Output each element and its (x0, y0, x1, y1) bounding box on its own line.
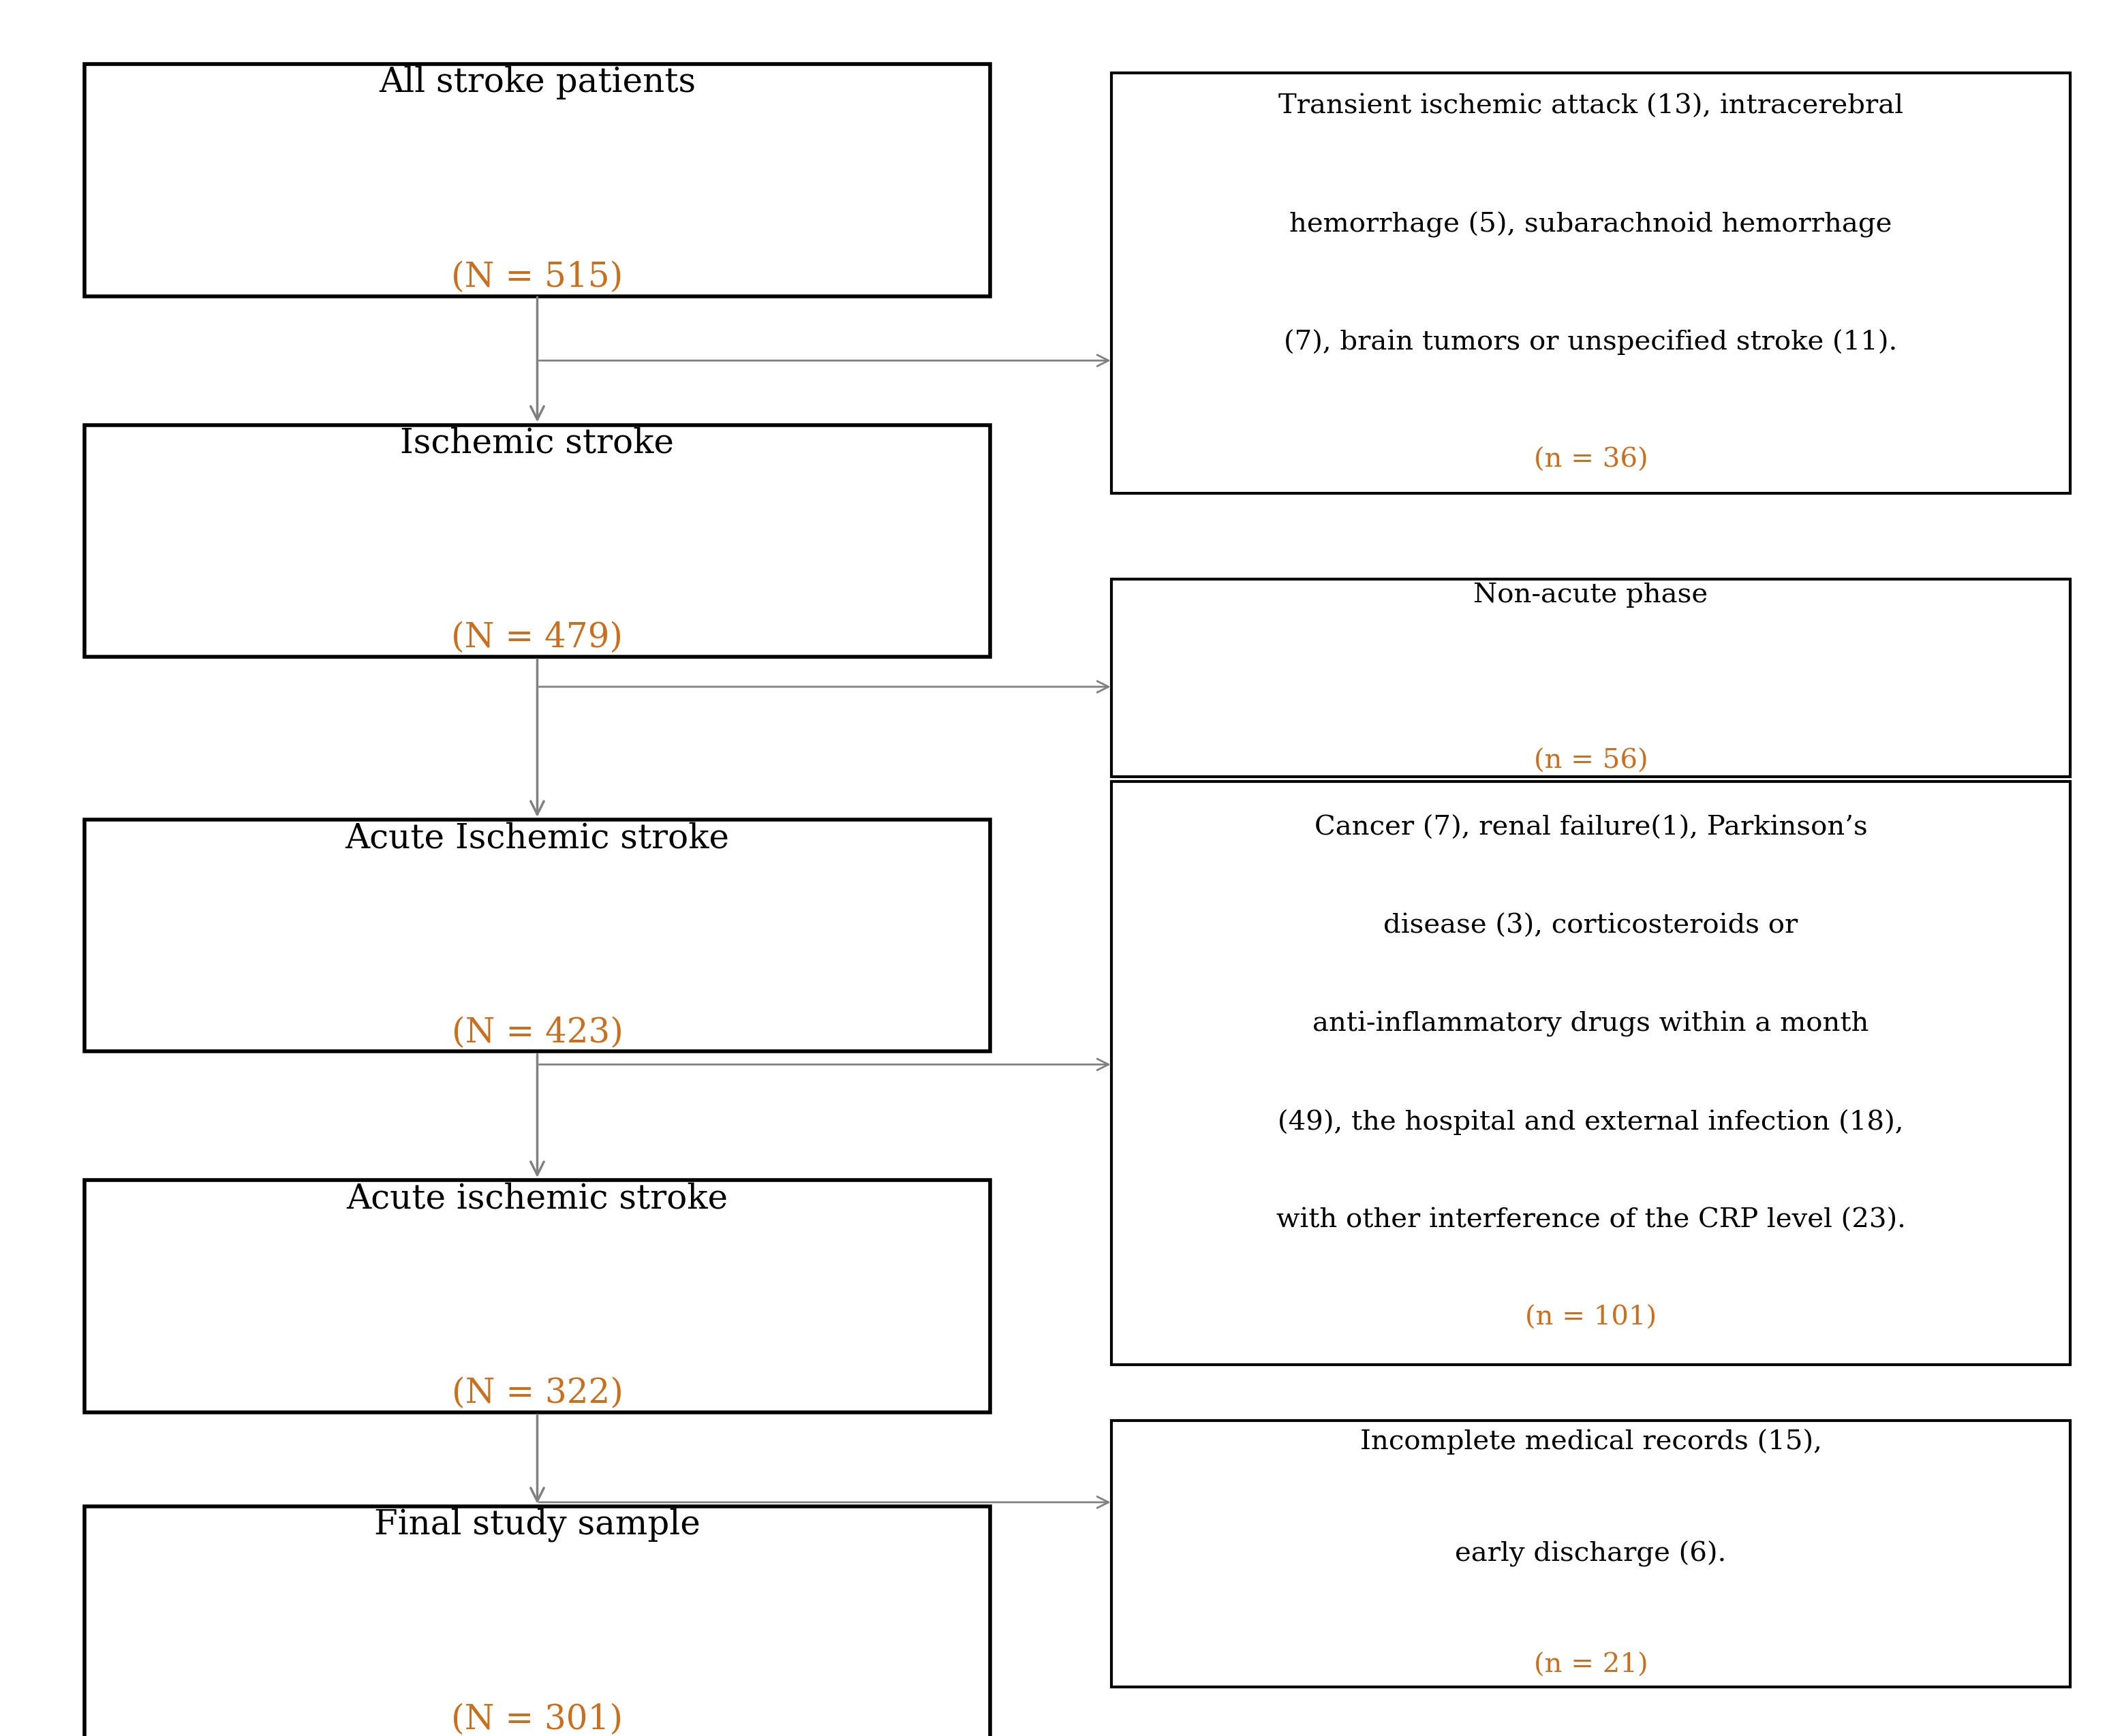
FancyBboxPatch shape (1112, 1420, 2069, 1687)
Text: hemorrhage (5), subarachnoid hemorrhage: hemorrhage (5), subarachnoid hemorrhage (1289, 212, 1892, 238)
Text: (N = 479): (N = 479) (451, 621, 624, 654)
Text: All stroke patients: All stroke patients (379, 66, 695, 99)
Text: Final study sample: Final study sample (375, 1509, 700, 1542)
Text: with other interference of the CRP level (23).: with other interference of the CRP level… (1277, 1208, 1905, 1233)
FancyBboxPatch shape (1112, 781, 2069, 1364)
Text: Acute ischemic stroke: Acute ischemic stroke (346, 1182, 729, 1215)
Text: (n = 56): (n = 56) (1534, 748, 1648, 774)
Text: Ischemic stroke: Ischemic stroke (400, 427, 674, 460)
FancyBboxPatch shape (84, 64, 990, 297)
Text: (N = 423): (N = 423) (451, 1016, 624, 1050)
Text: Transient ischemic attack (13), intracerebral: Transient ischemic attack (13), intracer… (1279, 94, 1903, 120)
FancyBboxPatch shape (84, 1507, 990, 1736)
Text: (N = 301): (N = 301) (451, 1703, 624, 1736)
Text: Incomplete medical records (15),: Incomplete medical records (15), (1359, 1429, 1823, 1455)
Text: (N = 515): (N = 515) (451, 260, 624, 295)
Text: Cancer (7), renal failure(1), Parkinson’s: Cancer (7), renal failure(1), Parkinson’… (1315, 816, 1867, 840)
Text: (n = 101): (n = 101) (1525, 1305, 1656, 1332)
FancyBboxPatch shape (84, 1180, 990, 1411)
Text: (N = 322): (N = 322) (451, 1377, 624, 1410)
Text: anti-inflammatory drugs within a month: anti-inflammatory drugs within a month (1313, 1010, 1869, 1036)
FancyBboxPatch shape (84, 819, 990, 1052)
Text: Non-acute phase: Non-acute phase (1473, 583, 1709, 608)
Text: (7), brain tumors or unspecified stroke (11).: (7), brain tumors or unspecified stroke … (1283, 330, 1898, 356)
Text: (n = 36): (n = 36) (1534, 448, 1648, 472)
FancyBboxPatch shape (84, 425, 990, 656)
FancyBboxPatch shape (1112, 73, 2069, 493)
FancyBboxPatch shape (1112, 580, 2069, 778)
Text: Acute Ischemic stroke: Acute Ischemic stroke (346, 821, 729, 856)
Text: (n = 21): (n = 21) (1534, 1653, 1648, 1679)
Text: (49), the hospital and external infection (18),: (49), the hospital and external infectio… (1277, 1109, 1905, 1135)
Text: early discharge (6).: early discharge (6). (1456, 1540, 1726, 1568)
Text: disease (3), corticosteroids or: disease (3), corticosteroids or (1384, 913, 1797, 939)
